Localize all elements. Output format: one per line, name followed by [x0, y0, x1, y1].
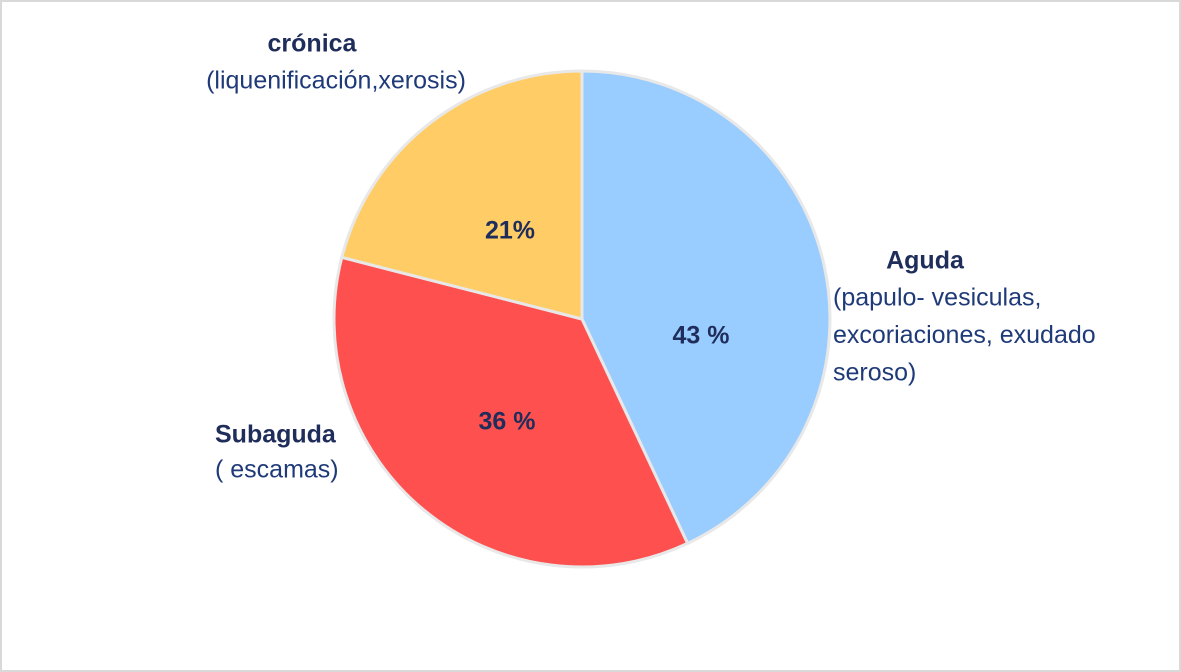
slice-value-label: 36 %	[479, 408, 536, 436]
slice-value-label: 21%	[485, 217, 535, 245]
slice-name-label: Subaguda	[215, 421, 337, 449]
slice-description: (liquenificación,xerosis)	[206, 67, 466, 95]
slice-description: seroso)	[833, 359, 916, 387]
slice-description: (papulo- vesiculas,	[833, 284, 1041, 312]
slice-value-label: 43 %	[673, 322, 730, 350]
pie-slice	[332, 255, 690, 569]
slice-description: ( escamas)	[215, 456, 339, 484]
slice-name-label: crónica	[268, 30, 358, 58]
pie-slice	[339, 69, 584, 321]
pie-slice	[580, 69, 832, 546]
slice-name-label: Aguda	[886, 247, 965, 275]
slice-description: excoriaciones, exudado	[833, 321, 1096, 349]
